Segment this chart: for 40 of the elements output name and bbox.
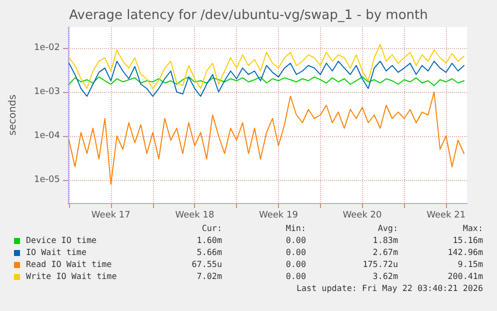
text: 0.00 (286, 235, 306, 245)
text: Avg: (378, 223, 398, 233)
text: Max: (462, 223, 483, 233)
line-series (68, 91, 465, 185)
legend-label: Read IO Wait time (26, 259, 112, 269)
y-axis-title: seconds (8, 94, 18, 136)
text: Cur: (202, 223, 222, 233)
legend-label: Device IO time (26, 235, 97, 245)
y-tick-label: 1e-03 (34, 86, 60, 97)
text: 1.83m (372, 235, 398, 245)
x-tick-label: Week 20 (342, 210, 382, 220)
text: 175.72u (362, 259, 398, 269)
text: 1.60m (196, 235, 222, 245)
text: 9.15m (458, 259, 483, 269)
text: 15.16m (452, 235, 483, 245)
chart-title: Average latency for /dev/ubuntu-vg/swap_1 - by month (69, 8, 428, 23)
x-tick-label: Week 19 (258, 210, 298, 220)
text: 7.02m (196, 271, 222, 281)
text: 3.62m (372, 271, 398, 281)
legend-label: IO Wait time (26, 247, 87, 257)
x-tick-label: Week 17 (91, 210, 130, 220)
text: Min: (286, 223, 306, 233)
text: 142.96m (448, 247, 483, 257)
text: 200.41m (448, 271, 483, 281)
x-tick-label: Week 21 (426, 210, 466, 220)
text: 67.55u (192, 259, 222, 269)
text: 5.66m (196, 247, 222, 257)
y-tick-label: 1e-04 (34, 130, 60, 141)
text: 2.67m (372, 247, 398, 257)
x-tick-label: Week 18 (175, 210, 214, 220)
text: 0.00 (286, 271, 306, 281)
text: 0.00 (286, 247, 306, 257)
y-tick-label: 1e-02 (34, 42, 60, 53)
y-tick-label: 1e-05 (34, 174, 60, 185)
text: 0.00 (286, 259, 306, 269)
line-series (68, 44, 465, 90)
line-series (68, 60, 465, 97)
line-series (68, 76, 465, 86)
text: Last update: Fri May 22 03:40:21 2026 (296, 283, 483, 293)
legend-label: Write IO Wait time (26, 271, 117, 281)
